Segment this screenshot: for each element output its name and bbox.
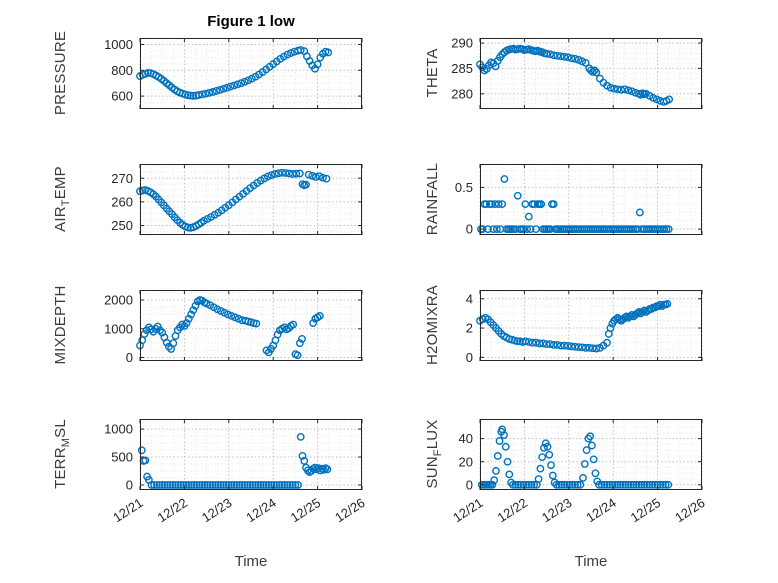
ylabel-text: SL [52,419,69,438]
y-axis-label-mixdepth: MIXDEPTH [52,285,72,364]
rainfall-plot-area: 00.5 [455,164,703,237]
terrmsl-xtick-label: 12/22 [155,495,190,525]
subplot-airtemp: 250 260 270 [111,164,363,235]
terrmsl-ytick-label: 1000 [104,422,133,437]
sunflux-xtick-label: 12/21 [450,495,485,525]
sunflux-xtick-label: 12/22 [495,495,530,525]
h2omixra-plot-area: 0 2 4 [466,290,703,365]
subplot-theta: 280 285 290 [451,36,703,110]
terrmsl-xtick-label: 12/26 [332,495,367,525]
terrmsl-ytick-label: 500 [111,450,133,465]
y-axis-label-rainfall: RAINFALL [424,163,444,235]
pressure-ytick-label: 600 [111,89,133,104]
ylabel-subscript: T [60,199,72,207]
ylabel-subscript: F [432,449,444,457]
h2omixra-ytick-label: 0 [466,350,473,365]
pressure-ytick-label: 1000 [104,37,133,52]
y-axis-label-theta: THETA [424,48,444,97]
ylabel-text: TERR [52,447,69,489]
terrmsl-xtick-label: 12/24 [243,495,278,525]
pressure-plot-area: 600 800 1000 [104,37,363,110]
x-axis-label-time-left: Time [234,553,268,570]
theta-ytick-label: 285 [451,61,473,76]
sunflux-xtick-label: 12/26 [672,495,707,525]
sunflux-ytick-label: 20 [459,454,473,469]
subplot-rainfall: 0 0.5 [455,164,703,237]
sunflux-ytick-label: 0 [466,477,473,492]
terrmsl-xtick-label: 12/25 [288,495,323,525]
airtemp-ytick-label: 260 [111,194,133,209]
y-axis-label-terrmsl: TERRMSL [52,419,72,489]
mixdepth-ytick-label: 1000 [104,321,133,336]
ylabel-text: PRESSURE [52,30,69,116]
ylabel-text: EMP [52,166,69,200]
x-axis-label-time-right: Time [574,553,608,570]
mixdepth-plot-area: 0 1000 2000 [104,290,363,365]
ylabel-text: RAINFALL [424,162,441,236]
ylabel-text: MIXDEPTH [52,285,69,365]
y-axis-label-pressure: PRESSURE [52,31,72,115]
figure-title: Figure 1 low [207,13,295,30]
subplot-pressure: 600 800 1000 [104,37,363,110]
ylabel-subscript: M [60,437,72,448]
sunflux-xtick-label: 12/25 [628,495,663,525]
subplot-mixdepth: 0 1000 2000 [104,290,363,365]
mixdepth-ytick-label: 2000 [104,293,133,308]
h2omixra-ytick-label: 4 [466,291,473,306]
y-axis-label-h2omixra: H2OMIXRA [424,285,444,365]
theta-ytick-label: 290 [451,36,473,51]
sunflux-ytick-label: 40 [459,431,473,446]
rainfall-ytick-label: 0 [466,222,473,237]
sunflux-plot-area: 0 20 40 12/21 12/22 12/23 12/24 12/25 12/26 [450,419,708,525]
ylabel-text: LUX [424,419,441,450]
terrmsl-xtick-label: 12/23 [199,495,234,525]
mixdepth-ytick-label: 0 [126,350,133,365]
theta-ytick-label: 280 [451,86,473,101]
sunflux-xtick-label: 12/24 [583,495,618,525]
terrmsl-xtick-label: 12/21 [110,495,145,525]
rainfall-ytick-label: 0.5 [455,180,473,195]
ylabel-text: THETA [424,48,441,98]
y-axis-label-airtemp: AIRTEMP [52,166,72,232]
ylabel-text: H2OMIXRA [424,285,441,365]
subplot-h2omixra: 0 2 4 [466,290,703,365]
terrmsl-plot-area: 0 500 1000 12/21 12/22 12/23 12/24 12/25 12/26 [104,419,368,525]
airtemp-plot-area: 250 260 270 [111,164,363,235]
terrmsl-ytick-label: 0 [126,478,133,493]
theta-plot-area: 280 285 290 [451,36,703,110]
h2omixra-ytick-label: 2 [466,321,473,336]
pressure-ytick-label: 800 [111,63,133,78]
ylabel-text: SUN [424,456,441,489]
ylabel-text: AIR [52,206,69,232]
y-axis-label-sunflux: SUNFLUX [424,420,444,489]
sunflux-xtick-label: 12/23 [539,495,574,525]
airtemp-ytick-label: 250 [111,218,133,233]
subplot-terrmsl: 0 500 1000 12/21 12/22 12/23 12/24 12/25 12/26 [104,419,368,525]
airtemp-ytick-label: 270 [111,171,133,186]
subplot-sunflux: 0 20 40 12/21 12/22 12/23 12/24 12/25 12/26 [450,419,708,525]
